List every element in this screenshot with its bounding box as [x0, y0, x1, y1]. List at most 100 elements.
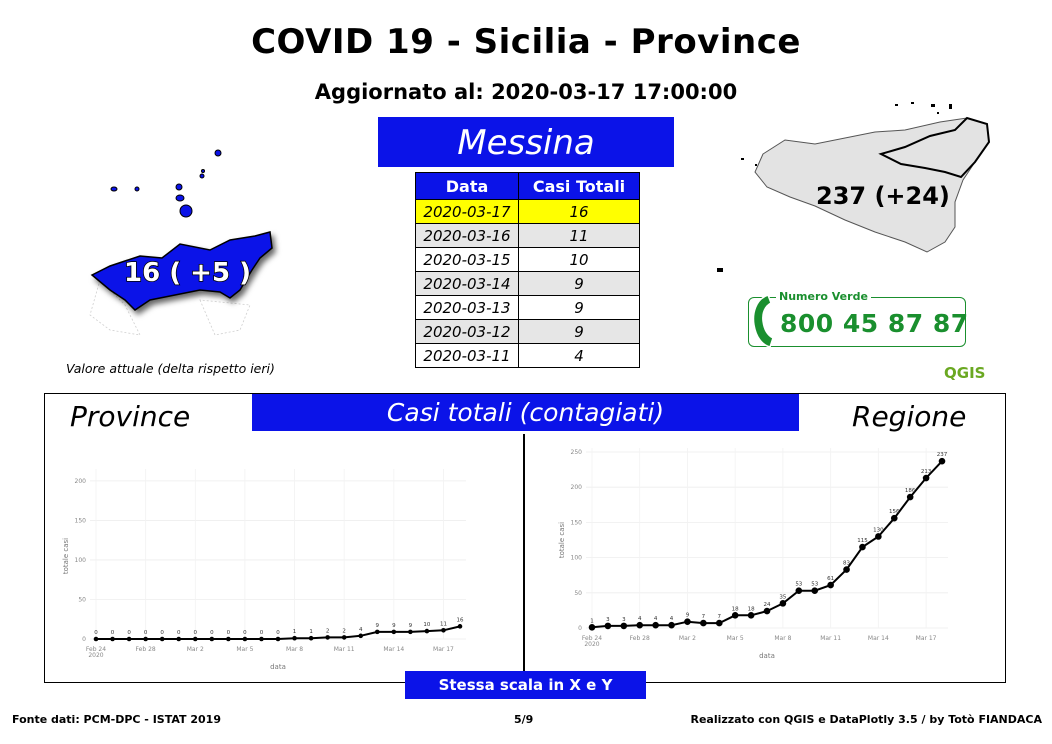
data-point: [763, 607, 771, 615]
small-islands: [717, 102, 952, 272]
data-point: [859, 543, 866, 551]
data-point: [620, 622, 628, 630]
row-date: 2020-03-14: [415, 271, 519, 296]
data-label: 24: [764, 602, 771, 608]
row-date: 2020-03-15: [415, 247, 519, 272]
footer-page: 5/9: [514, 713, 534, 726]
row-date: 2020-03-16: [415, 223, 519, 248]
province-map: [89, 149, 273, 336]
data-label: 0: [260, 630, 264, 636]
hotline-number: 800 45 87 87: [780, 309, 969, 338]
table-row: 2020-03-11 4: [415, 343, 640, 368]
data-point: [938, 457, 946, 465]
hotline-label: Numero Verde: [776, 290, 871, 303]
data-label: 4: [638, 616, 642, 622]
data-label: 115: [857, 538, 868, 544]
row-value: 11: [518, 223, 640, 248]
y-tick-label: 250: [571, 449, 583, 456]
updated-timestamp: Aggiornato al: 2020-03-17 17:00:00: [314, 80, 738, 104]
table-row: 2020-03-15 10: [415, 247, 640, 272]
table-row: 2020-03-12 9: [415, 319, 640, 344]
y-tick-label: 0: [82, 636, 86, 643]
messina-outline: [878, 116, 991, 179]
y-tick-label: 0: [578, 625, 582, 632]
data-label: 10: [423, 622, 430, 628]
data-point: [700, 619, 707, 627]
data-label: 18: [732, 606, 739, 612]
data-label: 1: [293, 629, 297, 635]
y-axis-label: totale casi: [62, 538, 70, 574]
data-point: [259, 636, 264, 642]
y-tick-label: 100: [571, 555, 583, 562]
y-tick-label: 150: [571, 519, 583, 526]
x-tick-label: Feb 28: [630, 635, 650, 642]
legend-note: Valore attuale (delta rispetto ieri): [66, 361, 275, 376]
data-point: [922, 474, 930, 482]
data-point: [358, 633, 364, 639]
data-point: [391, 629, 397, 635]
data-point: [843, 566, 850, 573]
data-label: 237: [937, 452, 948, 458]
charts-title: Casi totali (contagiati): [252, 394, 799, 431]
charts-divider: [523, 434, 525, 683]
data-point: [588, 623, 596, 631]
x-tick-label: Mar 5: [236, 646, 253, 653]
data-point: [424, 628, 430, 634]
data-point: [827, 581, 834, 589]
data-label: 0: [227, 630, 231, 636]
data-point: [906, 493, 914, 501]
data-point: [192, 636, 198, 642]
x-tick-label: Feb 24 2020: [86, 646, 106, 659]
data-point: [341, 635, 347, 640]
data-point: [684, 618, 691, 625]
table-row: 2020-03-17 16: [415, 199, 640, 224]
y-tick-label: 200: [571, 484, 583, 491]
x-tick-label: Mar 11: [820, 635, 841, 642]
data-label: 1: [309, 629, 313, 635]
data-label: 83: [843, 561, 850, 567]
data-point: [176, 636, 182, 642]
data-point: [715, 619, 723, 627]
data-point: [110, 636, 115, 642]
data-label: 0: [194, 630, 198, 636]
data-label: 2: [326, 628, 330, 634]
data-point: [875, 533, 882, 540]
map-outline-others: [89, 279, 251, 336]
x-tick-label: Feb 24 2020: [582, 635, 602, 648]
table-row: 2020-03-13 9: [415, 295, 640, 320]
data-label: 9: [686, 613, 690, 619]
table-header-row: Data Casi Totali: [415, 172, 640, 200]
x-tick-label: Mar 5: [727, 635, 744, 642]
data-label: 18: [748, 606, 755, 612]
region-map-label: 237 (+24): [816, 182, 950, 210]
y-axis-label: totale casi: [558, 522, 566, 558]
data-point: [308, 635, 314, 641]
table-row: 2020-03-14 9: [415, 271, 640, 296]
x-tick-label: Mar 17: [433, 646, 454, 653]
data-point: [93, 636, 99, 642]
data-label: 3: [606, 617, 610, 623]
data-label: 186: [905, 488, 916, 494]
data-point: [126, 636, 132, 642]
data-label: 16: [457, 617, 464, 623]
x-tick-label: Mar 2: [679, 635, 696, 642]
chart-label-province: Province: [70, 400, 191, 433]
data-label: 0: [111, 630, 115, 636]
data-label: 0: [243, 630, 247, 636]
data-point: [275, 636, 281, 642]
x-tick-label: Mar 8: [286, 646, 303, 653]
data-point: [652, 621, 659, 629]
data-label: 9: [392, 623, 396, 629]
data-label: 53: [795, 582, 802, 588]
phone-icon: [752, 294, 774, 348]
row-value: 9: [518, 295, 640, 320]
data-point: [242, 636, 248, 642]
row-value: 4: [518, 343, 640, 368]
data-label: 7: [718, 614, 722, 620]
header-total: Casi Totali: [518, 172, 640, 200]
data-label: 2: [342, 628, 346, 634]
data-label: 156: [889, 509, 900, 515]
x-tick-label: Mar 2: [187, 646, 204, 653]
province-map-label: 16 ( +5 ): [123, 257, 251, 289]
data-label: 9: [409, 623, 413, 629]
